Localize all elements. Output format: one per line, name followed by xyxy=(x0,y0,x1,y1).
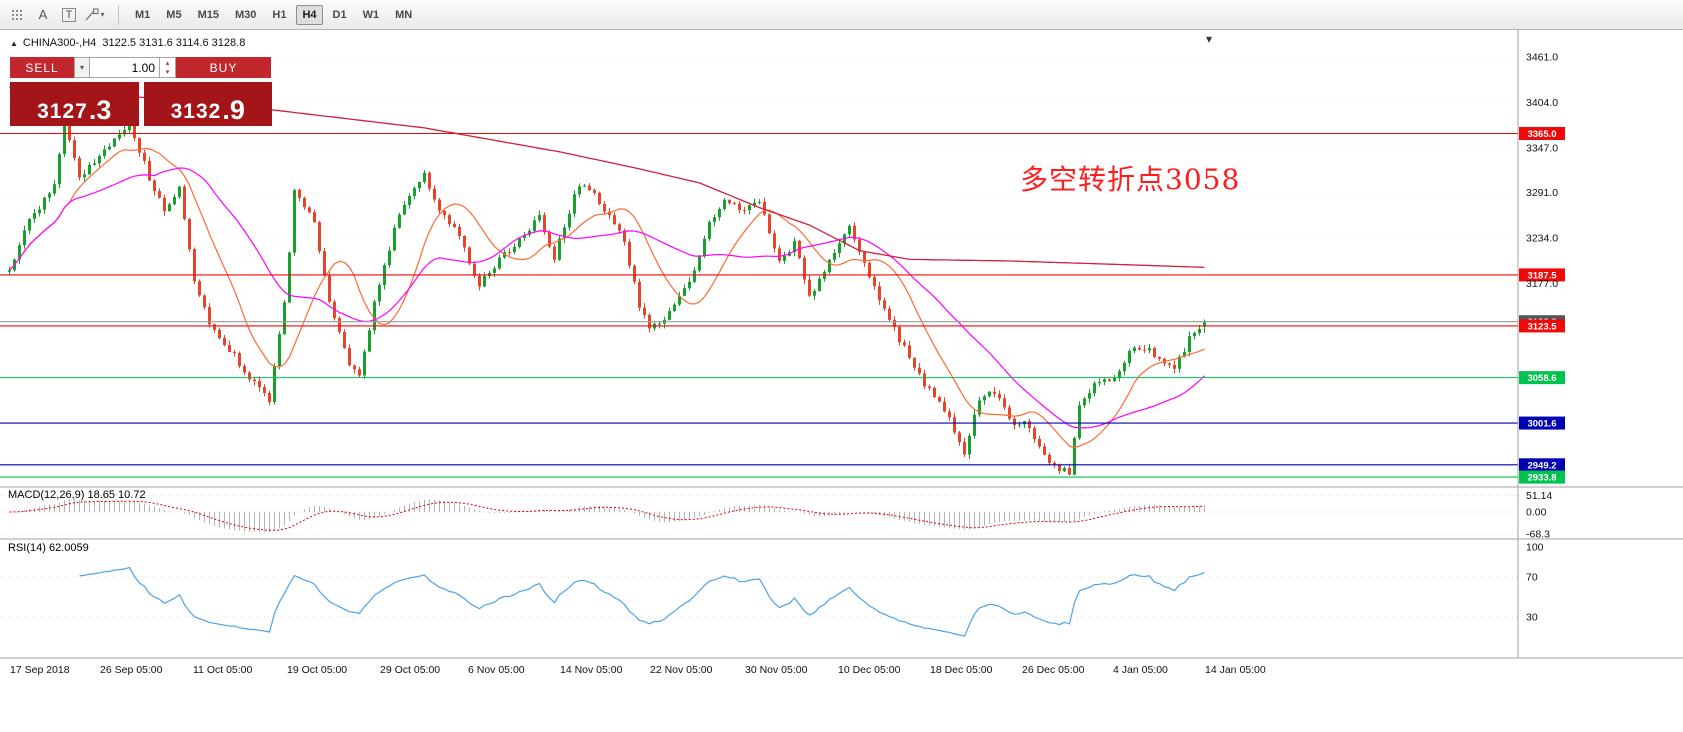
text-label-glyph: A xyxy=(38,7,48,22)
rsi-label: RSI(14) 62.0059 xyxy=(8,542,89,554)
sell-price-main: 3127 xyxy=(37,100,88,123)
svg-text:3404.0: 3404.0 xyxy=(1526,97,1558,109)
timeframe-h1[interactable]: H1 xyxy=(272,8,287,21)
svg-text:10 Dec 05:00: 10 Dec 05:00 xyxy=(838,664,901,676)
svg-text:70: 70 xyxy=(1526,572,1538,584)
svg-text:4 Jan 05:00: 4 Jan 05:00 xyxy=(1113,664,1168,676)
svg-text:3291.0: 3291.0 xyxy=(1526,187,1558,199)
moving-averages xyxy=(9,86,1205,449)
grid-dots-glyph xyxy=(12,9,22,20)
chart-shift-icon[interactable]: ▾ xyxy=(1206,32,1213,46)
volume-input[interactable] xyxy=(90,57,160,78)
svg-text:17 Sep 2018: 17 Sep 2018 xyxy=(10,664,70,676)
trade-controls-row: SELL ▾ ▴ ▾ BUY xyxy=(10,57,272,78)
svg-text:22 Nov 05:00: 22 Nov 05:00 xyxy=(650,664,713,676)
volume-stepper[interactable]: ▴ ▾ xyxy=(160,57,176,78)
svg-text:3177.0: 3177.0 xyxy=(1526,278,1558,290)
chart-title: ▲ CHINA300-,H4 3122.5 3131.6 3114.6 3128… xyxy=(10,37,245,49)
pane-separators xyxy=(0,30,1683,659)
svg-text:0.00: 0.00 xyxy=(1526,507,1547,519)
timeframe-m15[interactable]: M15 xyxy=(197,8,219,21)
timeframe-w1[interactable]: W1 xyxy=(362,8,380,21)
chart-annotation-text: 多空转折点3058 xyxy=(1020,163,1241,196)
timeframe-m5[interactable]: M5 xyxy=(166,8,182,21)
svg-text:3365.0: 3365.0 xyxy=(1527,129,1556,140)
symbol-ohlc-text: CHINA300-,H4 3122.5 3131.6 3114.6 3128.8 xyxy=(22,37,246,49)
svg-text:51.14: 51.14 xyxy=(1526,490,1552,502)
text-frame-icon[interactable]: T xyxy=(57,4,81,26)
symbol-marker-icon: ▲ xyxy=(10,38,18,48)
svg-text:26 Dec 05:00: 26 Dec 05:00 xyxy=(1022,664,1085,676)
svg-text:14 Jan 05:00: 14 Jan 05:00 xyxy=(1205,664,1266,676)
volume-dropdown-button[interactable]: ▾ xyxy=(74,57,90,78)
volume-down-icon[interactable]: ▾ xyxy=(165,69,170,77)
chart-toolbar: A T ▾ M1 M5 M15 M30 H1 H4 D1 W1 MN xyxy=(0,0,1683,30)
svg-text:3058.6: 3058.6 xyxy=(1527,373,1556,384)
timeframe-h4[interactable]: H4 xyxy=(296,4,323,25)
chart-canvas[interactable]: 3365.03187.53128.83123.53058.63001.62949… xyxy=(0,30,1683,732)
draw-tools-icon[interactable]: ▾ xyxy=(83,4,107,26)
svg-text:-68.3: -68.3 xyxy=(1526,529,1550,541)
price-levels: 3365.03187.53128.83123.53058.63001.62949… xyxy=(0,126,1565,484)
svg-text:3187.5: 3187.5 xyxy=(1527,270,1557,281)
one-click-trade-panel: SELL ▾ ▴ ▾ BUY 3127.3 3132.9 xyxy=(10,57,272,126)
sell-price-display[interactable]: 3127.3 xyxy=(10,82,139,126)
svg-text:100: 100 xyxy=(1526,542,1544,554)
svg-text:18 Dec 05:00: 18 Dec 05:00 xyxy=(930,664,993,676)
grid-dots-icon[interactable] xyxy=(5,4,29,26)
timeframe-m1[interactable]: M1 xyxy=(135,8,151,21)
svg-text:26 Sep 05:00: 26 Sep 05:00 xyxy=(100,664,163,676)
buy-price-frac: .9 xyxy=(222,95,245,125)
buy-price-main: 3132 xyxy=(170,100,222,123)
time-axis[interactable]: 17 Sep 2018 26 Sep 05:00 11 Oct 05:00 19 Oc… xyxy=(10,664,1266,676)
svg-text:2933.8: 2933.8 xyxy=(1527,473,1556,484)
svg-text:2949.2: 2949.2 xyxy=(1527,460,1556,471)
sell-button[interactable]: SELL xyxy=(10,57,74,78)
macd-pane xyxy=(0,495,1518,535)
chart-workspace[interactable]: 3365.03187.53128.83123.53058.63001.62949… xyxy=(0,30,1683,732)
rsi-pane xyxy=(0,566,1518,637)
buy-price-display[interactable]: 3132.9 xyxy=(143,82,272,126)
svg-text:3001.6: 3001.6 xyxy=(1527,419,1556,430)
sell-price-frac: .3 xyxy=(88,95,112,125)
trade-quotes-row: 3127.3 3132.9 xyxy=(10,82,272,126)
volume-up-icon[interactable]: ▴ xyxy=(165,59,170,67)
price-axis[interactable]: 3461.0 3404.0 3347.0 3291.0 3234.0 3177.0 51.1… xyxy=(1526,52,1558,624)
svg-text:3123.5: 3123.5 xyxy=(1527,321,1557,332)
svg-text:3234.0: 3234.0 xyxy=(1526,232,1558,244)
chevron-down-icon: ▾ xyxy=(100,10,105,19)
timeframe-d1[interactable]: D1 xyxy=(332,8,347,21)
svg-text:30: 30 xyxy=(1526,612,1538,624)
text-label-icon[interactable]: A xyxy=(31,4,55,26)
timeframe-mn[interactable]: MN xyxy=(395,8,413,21)
svg-text:6 Nov 05:00: 6 Nov 05:00 xyxy=(468,664,525,676)
svg-text:19 Oct 05:00: 19 Oct 05:00 xyxy=(287,664,347,676)
toolbar-divider xyxy=(118,4,119,25)
buy-button[interactable]: BUY xyxy=(176,57,271,78)
text-frame-glyph: T xyxy=(61,7,77,22)
macd-label: MACD(12,26,9) 18.65 10.72 xyxy=(8,489,146,501)
timeframe-m30[interactable]: M30 xyxy=(234,8,257,21)
svg-text:30 Nov 05:00: 30 Nov 05:00 xyxy=(745,664,808,676)
svg-text:14 Nov 05:00: 14 Nov 05:00 xyxy=(560,664,623,676)
svg-text:3347.0: 3347.0 xyxy=(1526,142,1558,154)
draw-tools-glyph xyxy=(86,8,99,21)
timeframe-toolbar: M1 M5 M15 M30 H1 H4 D1 W1 MN xyxy=(129,4,418,25)
svg-text:11 Oct 05:00: 11 Oct 05:00 xyxy=(193,664,253,676)
svg-text:3461.0: 3461.0 xyxy=(1526,52,1558,64)
svg-text:29 Oct 05:00: 29 Oct 05:00 xyxy=(380,664,440,676)
